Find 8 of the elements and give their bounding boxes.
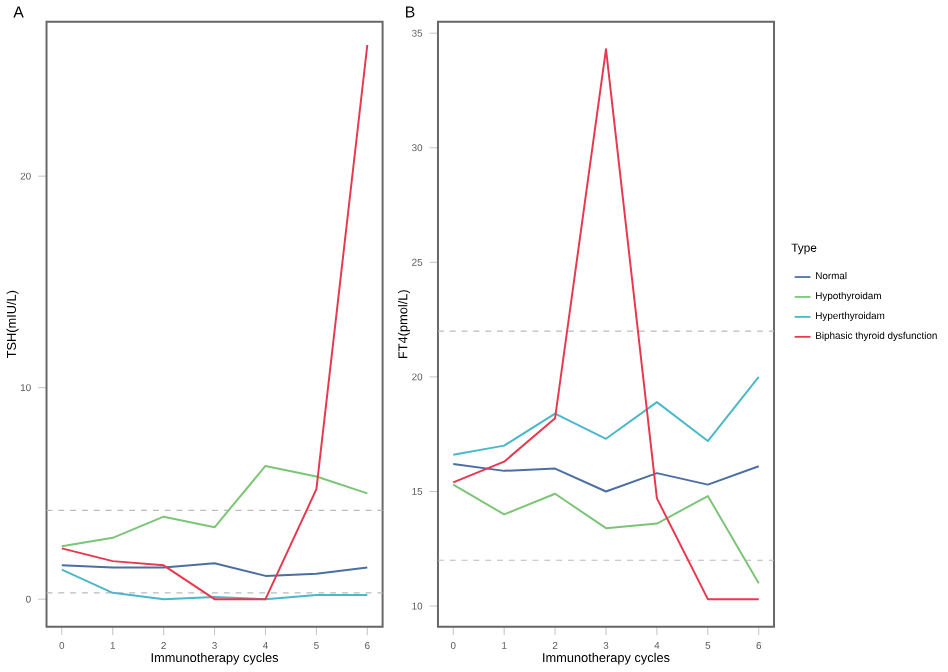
- line-series: [60, 44, 369, 601]
- line-series: [452, 376, 760, 457]
- line-series: [60, 465, 369, 548]
- line-series: [452, 484, 760, 585]
- line-series: [452, 48, 760, 601]
- line-series: [452, 463, 760, 493]
- line-series: [60, 562, 369, 578]
- line-series: [60, 568, 369, 601]
